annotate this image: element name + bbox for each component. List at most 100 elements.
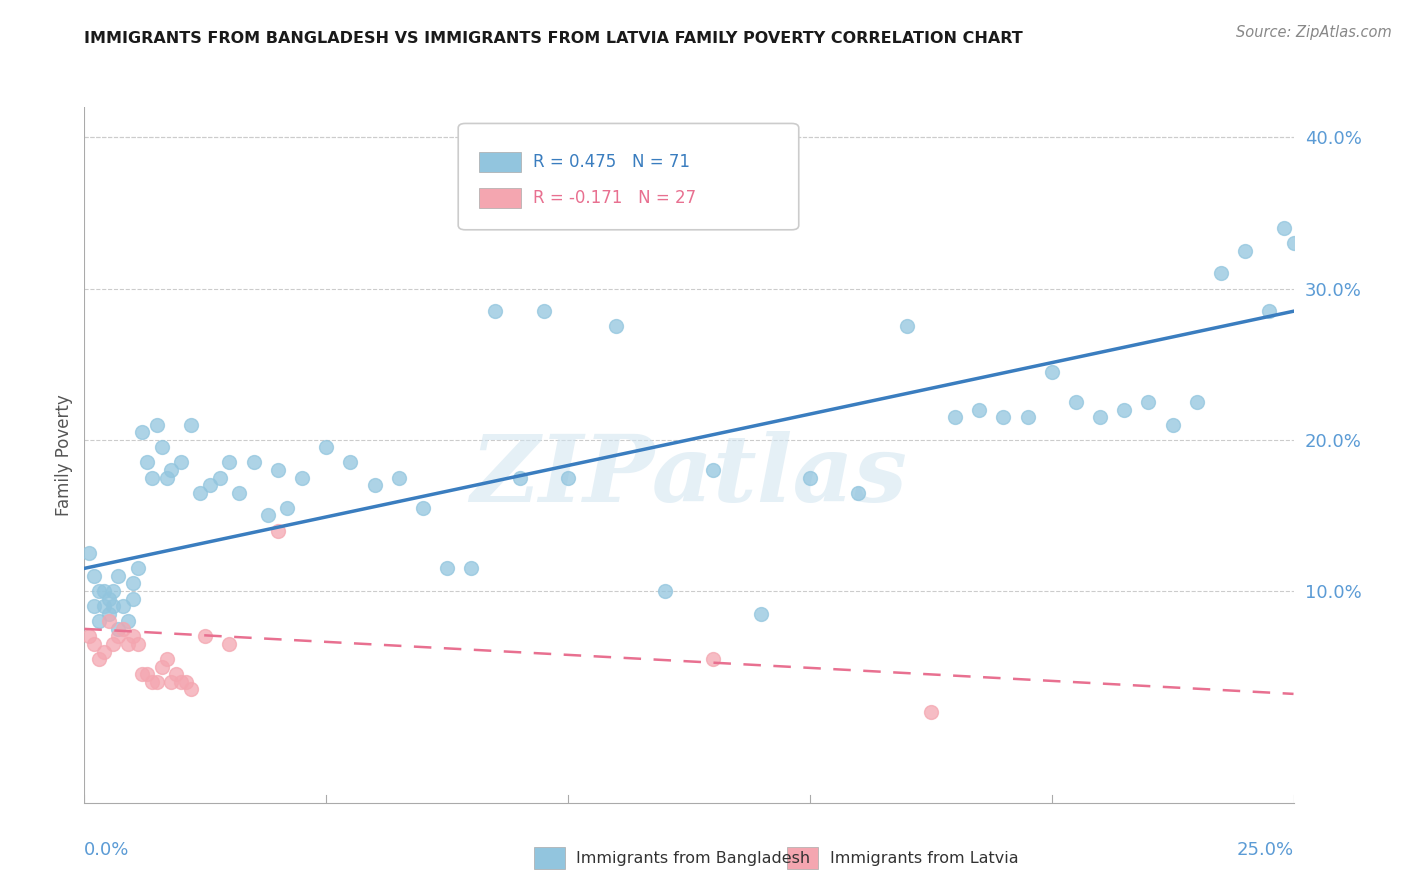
Point <box>112 599 135 614</box>
Point <box>83 599 105 614</box>
Point <box>112 622 135 636</box>
Point <box>77 546 100 560</box>
Point <box>702 652 724 666</box>
Point <box>993 410 1015 425</box>
Point <box>1137 395 1160 409</box>
Point <box>846 485 869 500</box>
Point <box>93 584 115 599</box>
Point <box>103 637 125 651</box>
Point <box>93 644 115 658</box>
Point <box>180 417 202 432</box>
Point <box>363 478 385 492</box>
Point <box>198 478 221 492</box>
Point <box>165 667 187 681</box>
Point <box>702 463 724 477</box>
Point <box>460 561 482 575</box>
Point <box>160 674 183 689</box>
Point <box>267 463 290 477</box>
Point <box>1258 304 1281 318</box>
Point <box>136 455 159 469</box>
Point <box>155 470 177 484</box>
Point <box>107 622 129 636</box>
Point <box>1282 236 1305 251</box>
Point <box>291 470 314 484</box>
Point <box>339 455 361 469</box>
Point <box>276 500 298 515</box>
Point <box>146 417 169 432</box>
Point <box>150 441 173 455</box>
Point <box>208 470 231 484</box>
Point <box>97 591 120 606</box>
Point <box>180 682 202 697</box>
Point <box>103 584 125 599</box>
Point <box>242 455 264 469</box>
Y-axis label: Family Poverty: Family Poverty <box>55 394 73 516</box>
Text: Source: ZipAtlas.com: Source: ZipAtlas.com <box>1236 25 1392 40</box>
Point <box>155 652 177 666</box>
Point <box>533 304 555 318</box>
Point <box>228 485 250 500</box>
Point <box>131 425 153 440</box>
Point <box>605 319 627 334</box>
Text: IMMIGRANTS FROM BANGLADESH VS IMMIGRANTS FROM LATVIA FAMILY POVERTY CORRELATION : IMMIGRANTS FROM BANGLADESH VS IMMIGRANTS… <box>84 31 1024 46</box>
Point <box>97 615 120 629</box>
Point <box>83 569 105 583</box>
Text: ZIPatlas: ZIPatlas <box>471 431 907 521</box>
Point <box>1185 395 1208 409</box>
Point <box>131 667 153 681</box>
Point <box>87 584 110 599</box>
Point <box>87 615 110 629</box>
Point <box>1114 402 1136 417</box>
Point <box>136 667 159 681</box>
Point <box>436 561 458 575</box>
Point <box>83 637 105 651</box>
Point <box>557 470 579 484</box>
Point <box>412 500 434 515</box>
Text: R = -0.171   N = 27: R = -0.171 N = 27 <box>533 189 696 207</box>
Point <box>1272 221 1295 235</box>
Point <box>967 402 990 417</box>
Point <box>1017 410 1039 425</box>
Point <box>484 304 506 318</box>
Point <box>799 470 821 484</box>
Point <box>1234 244 1257 258</box>
Point <box>141 674 163 689</box>
Point <box>117 637 139 651</box>
Point <box>943 410 966 425</box>
Point <box>751 607 773 621</box>
Text: Immigrants from Latvia: Immigrants from Latvia <box>830 851 1018 865</box>
Point <box>170 455 193 469</box>
Point <box>121 576 143 591</box>
Point <box>146 674 169 689</box>
Point <box>190 485 212 500</box>
Point <box>174 674 197 689</box>
Point <box>920 705 942 719</box>
Point <box>127 637 149 651</box>
Text: Immigrants from Bangladesh: Immigrants from Bangladesh <box>576 851 811 865</box>
Point <box>218 637 240 651</box>
Text: R = 0.475   N = 71: R = 0.475 N = 71 <box>533 153 690 171</box>
Point <box>1040 365 1063 379</box>
Point <box>218 455 240 469</box>
Point <box>107 629 129 643</box>
Point <box>121 629 143 643</box>
Point <box>103 599 125 614</box>
Point <box>654 584 676 599</box>
Point <box>97 607 120 621</box>
Point <box>170 674 193 689</box>
Point <box>267 524 290 538</box>
Point <box>117 615 139 629</box>
Point <box>1088 410 1111 425</box>
Point <box>315 441 337 455</box>
Point <box>127 561 149 575</box>
Point <box>896 319 918 334</box>
Point <box>121 591 143 606</box>
Text: 25.0%: 25.0% <box>1236 840 1294 859</box>
Point <box>194 629 217 643</box>
Point <box>107 569 129 583</box>
Point <box>257 508 280 523</box>
Point <box>509 470 531 484</box>
Text: 0.0%: 0.0% <box>84 840 129 859</box>
Point <box>1064 395 1087 409</box>
Point <box>1161 417 1184 432</box>
